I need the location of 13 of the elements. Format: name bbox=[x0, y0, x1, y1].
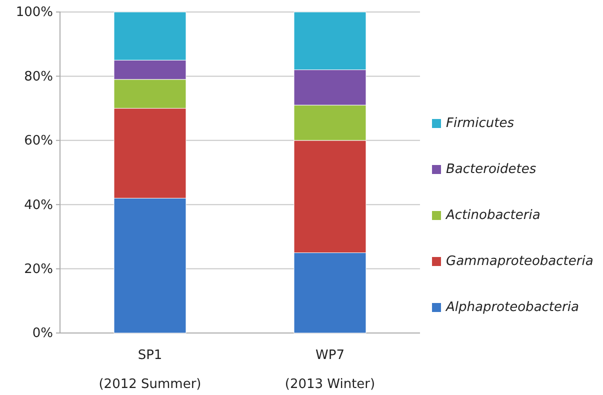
legend-label: Gammaproteobacteria bbox=[446, 254, 594, 269]
legend-label: Alphaproteobacteria bbox=[445, 300, 579, 315]
x-tick-label: SP1 (2012 Summer) bbox=[98, 348, 202, 392]
x-tick-label: WP7 (2013 Winter) bbox=[284, 348, 376, 392]
legend-label: Firmicutes bbox=[446, 116, 514, 131]
y-tick-label: 60% bbox=[24, 134, 53, 149]
legend-label: Actinobacteria bbox=[445, 208, 540, 223]
y-tick-label: 20% bbox=[24, 262, 53, 277]
y-tick-label: 80% bbox=[24, 69, 53, 84]
y-tick-label: 100% bbox=[16, 5, 53, 20]
y-tick-label: 40% bbox=[24, 198, 53, 213]
y-tick-label: 0% bbox=[32, 326, 53, 342]
legend-label: Bacteroidetes bbox=[446, 162, 536, 177]
